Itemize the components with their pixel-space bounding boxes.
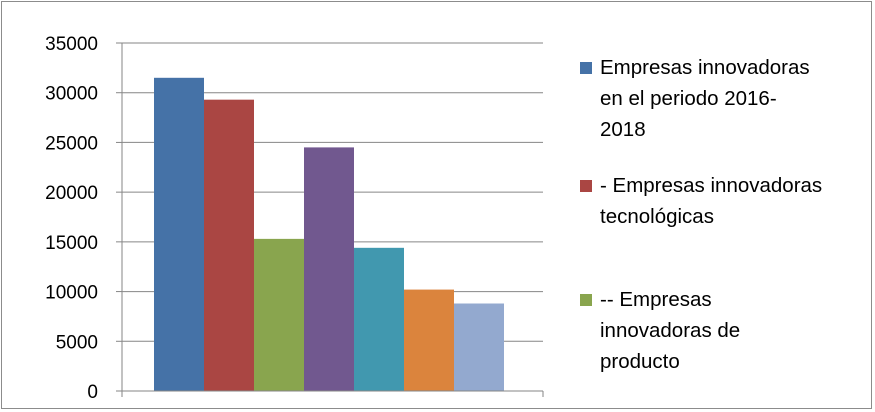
bar-series-6 (404, 289, 454, 391)
bar-series-1 (154, 77, 204, 392)
bar-series-2 (204, 99, 254, 391)
y-tick-label: 0 (87, 382, 98, 403)
y-tick-label: 30000 (45, 84, 98, 105)
legend-label-3: -- Empresas innovadoras de producto (600, 288, 741, 373)
bar-series-4 (304, 147, 354, 391)
axes (121, 43, 544, 397)
y-tick-label: 25000 (45, 133, 98, 154)
bar-series-3 (254, 238, 304, 391)
bars (154, 77, 504, 392)
y-tick-label: 10000 (45, 283, 98, 304)
bar-series-5 (354, 247, 404, 391)
y-tick-label: 20000 (45, 183, 98, 204)
y-tick-label: 5000 (56, 332, 98, 353)
legend-label-2: - Empresas innovadoras tecnológicas (600, 174, 823, 228)
legend-swatch-3 (580, 294, 592, 306)
y-tick-label: 15000 (45, 233, 98, 254)
legend-swatch-2 (580, 180, 592, 192)
legend-label-1: Empresas innovadoras en el periodo 2016-… (600, 56, 810, 141)
bar-series-7 (454, 303, 504, 391)
legend-swatch-1 (580, 62, 592, 74)
y-tick-label: 35000 (45, 34, 98, 55)
y-axis-ticks: 0 5000 10000 15000 20000 25000 30000 35000 (45, 34, 122, 403)
